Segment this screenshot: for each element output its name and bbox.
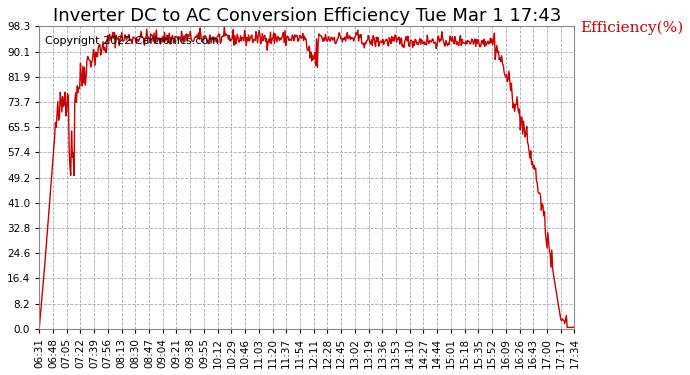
Title: Inverter DC to AC Conversion Efficiency Tue Mar 1 17:43: Inverter DC to AC Conversion Efficiency … xyxy=(52,7,561,25)
Text: Copyright 2022 Cartronics.com: Copyright 2022 Cartronics.com xyxy=(45,36,219,46)
Text: Efficiency(%): Efficiency(%) xyxy=(580,21,683,35)
